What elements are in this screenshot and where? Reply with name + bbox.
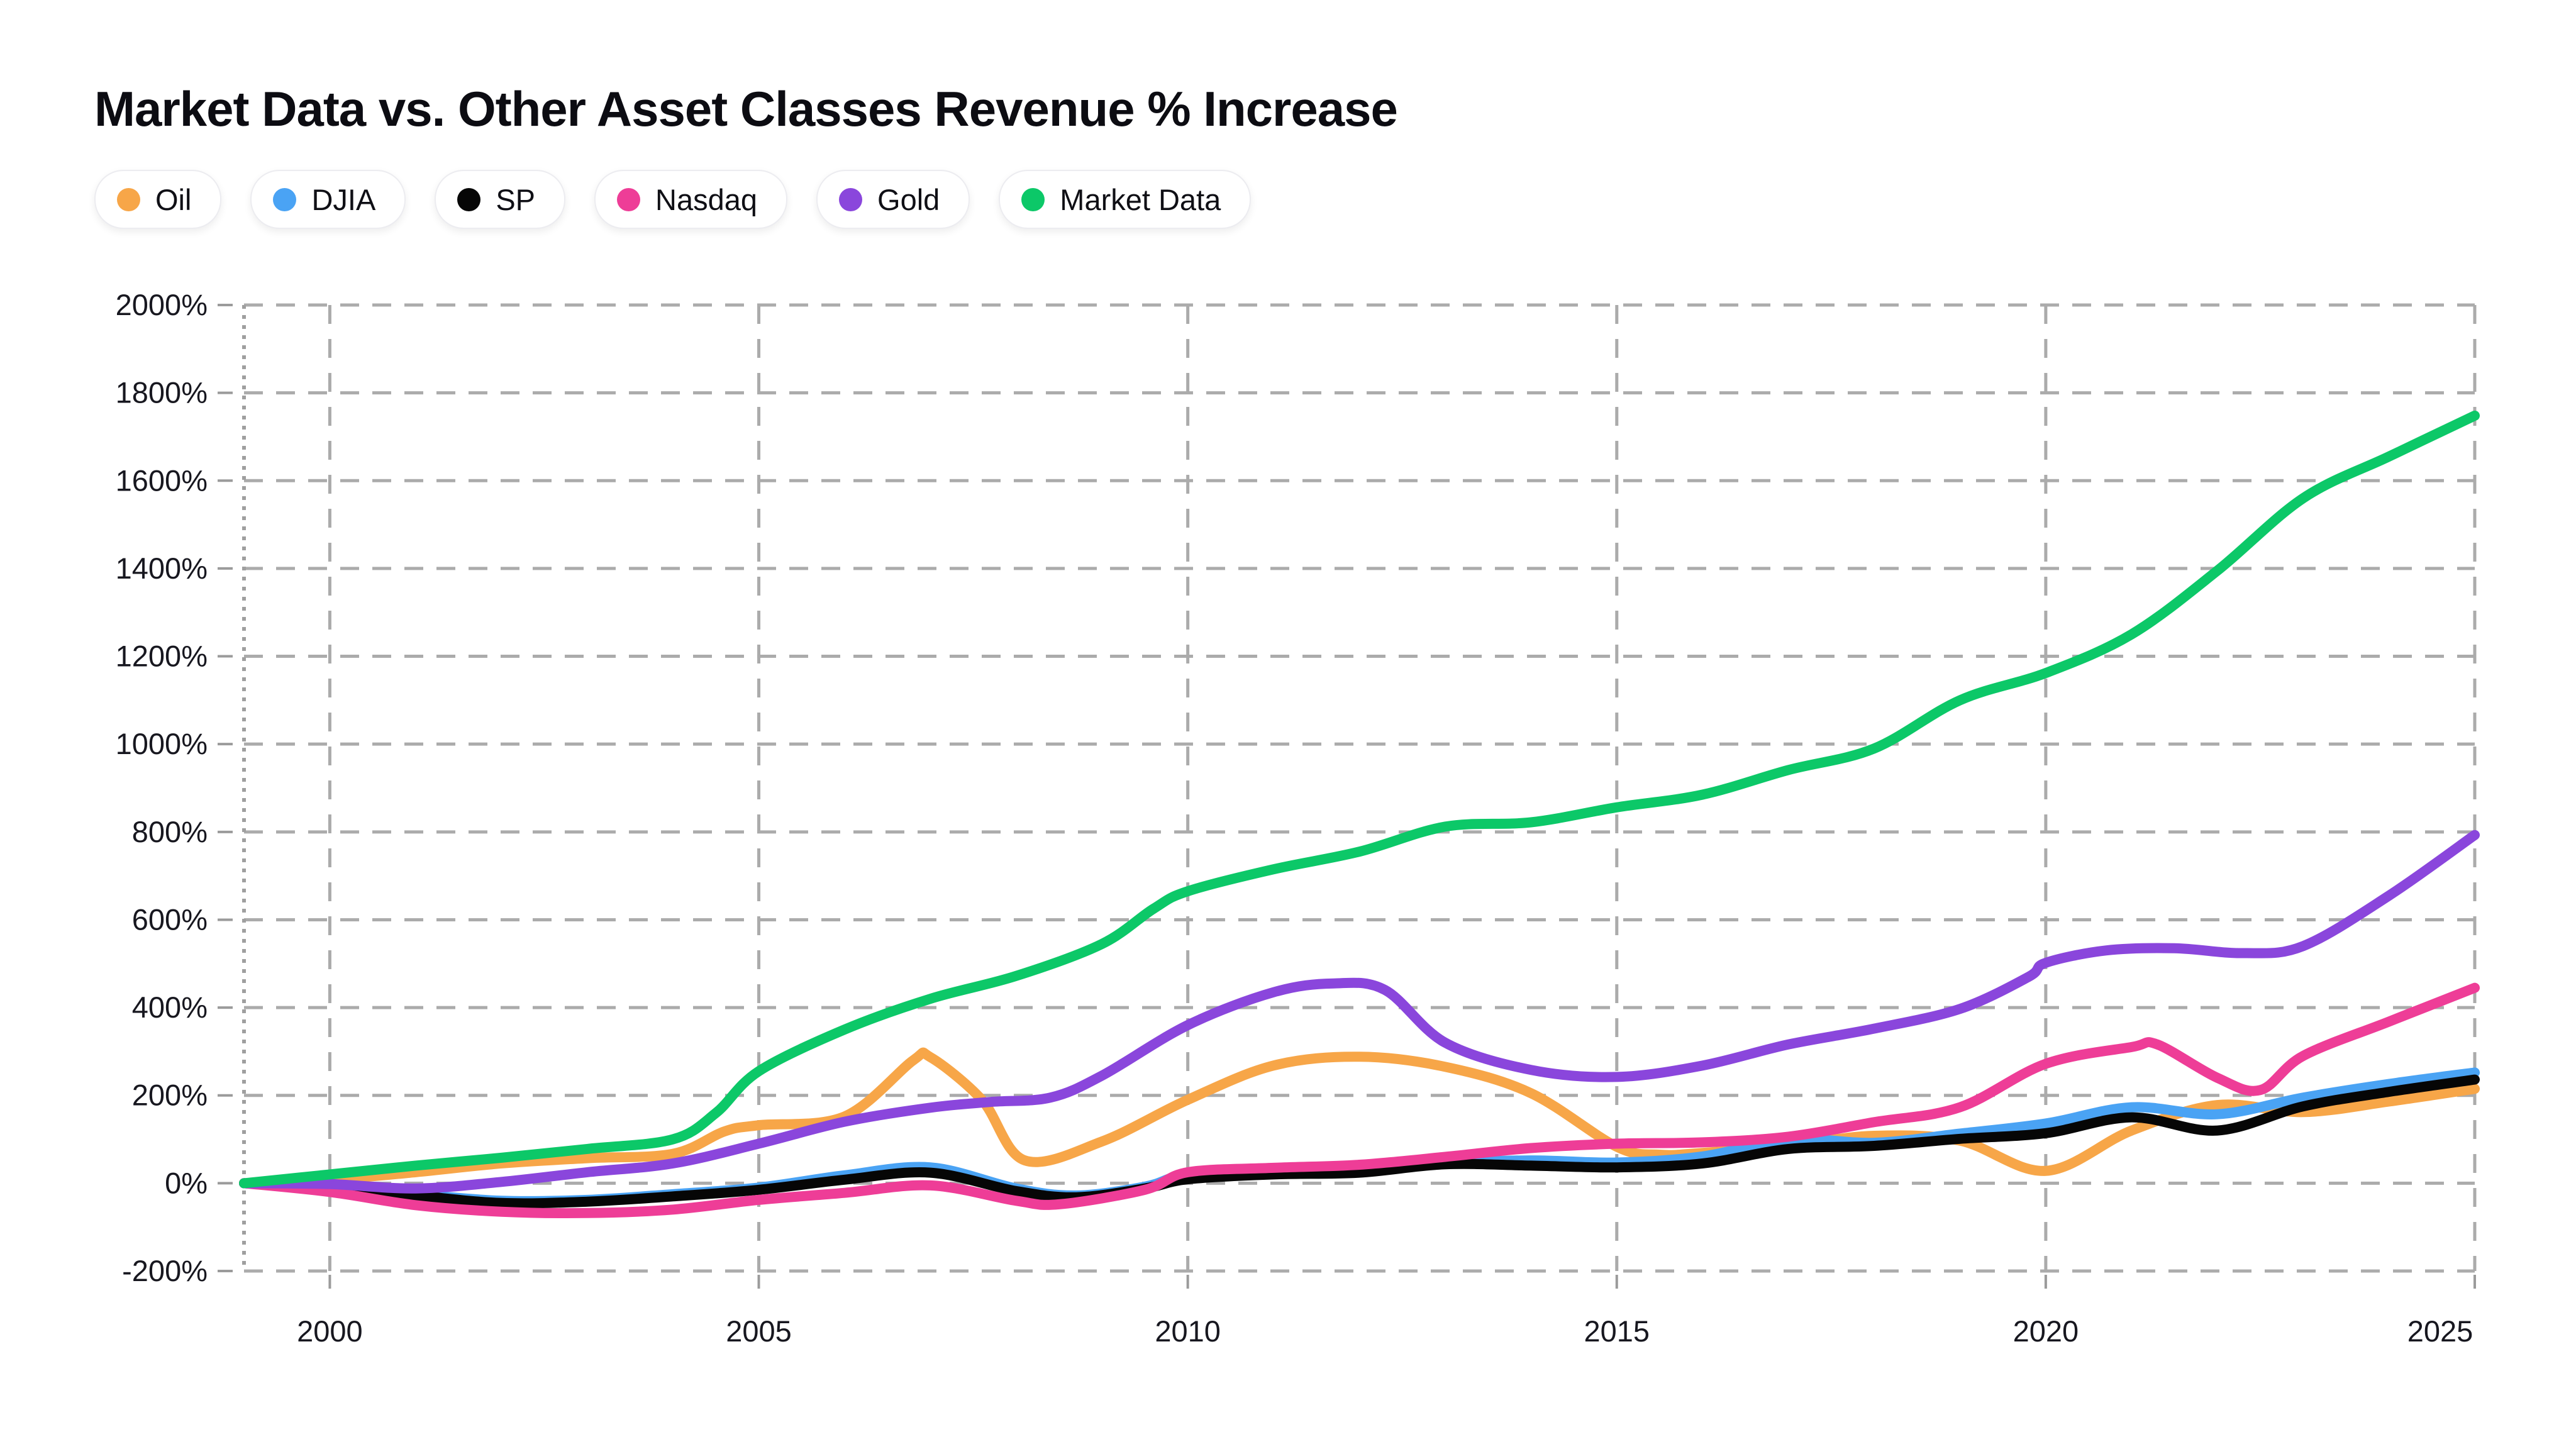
legend-series-dot-icon <box>273 187 297 211</box>
legend-series-label: Gold <box>877 182 940 216</box>
series-line-sp <box>239 1074 2480 1209</box>
page-title: Market Data vs. Other Asset Classes Reve… <box>94 81 1398 136</box>
y-axis-label: 1800% <box>116 376 208 409</box>
legend-series-label: DJIA <box>311 182 376 216</box>
legend-pill-nasdaq[interactable]: Nasdaq <box>594 170 788 229</box>
y-axis-label: 800% <box>132 815 208 848</box>
series-line-nasdaq <box>239 982 2480 1219</box>
legend-series-label: Oil <box>155 182 192 216</box>
legend-series-label: Nasdaq <box>655 182 758 216</box>
grid-layer <box>242 303 2477 1273</box>
x-axis-label: 2020 <box>2013 1314 2079 1348</box>
series-layer <box>239 410 2480 1219</box>
y-axis-label: 1600% <box>116 464 208 497</box>
legend-series-label: Market Data <box>1060 182 1221 216</box>
legend-pill-gold[interactable]: Gold <box>816 170 970 229</box>
y-axis-label: -200% <box>122 1254 208 1287</box>
x-axis-label: 2005 <box>726 1314 792 1348</box>
y-axis-label: 0% <box>165 1166 208 1199</box>
legend-series-dot-icon <box>1021 187 1045 211</box>
x-axis-label: 2015 <box>1584 1314 1650 1348</box>
y-axis-label: 2000% <box>116 288 208 321</box>
legend-pill-market-data[interactable]: Market Data <box>999 170 1252 229</box>
x-axis-label: 2000 <box>297 1314 363 1348</box>
legend-series-dot-icon <box>617 187 641 211</box>
legend-series-label: SP <box>496 182 536 216</box>
x-axis-label: 2010 <box>1155 1314 1221 1348</box>
y-axis-label: 200% <box>132 1079 208 1112</box>
legend-series-dot-icon <box>117 187 140 211</box>
series-line-gold <box>239 830 2480 1194</box>
y-axis-label: 1200% <box>116 640 208 673</box>
series-line-market-data <box>239 410 2480 1189</box>
legend-series-dot-icon <box>457 187 481 211</box>
legend-series-dot-icon <box>839 187 863 211</box>
y-axis-label: 1400% <box>116 552 208 585</box>
legend-pill-oil[interactable]: Oil <box>94 170 222 229</box>
y-axis-label: 600% <box>132 902 208 936</box>
legend: Oil DJIA SP Nasdaq Gold Market Data <box>94 170 1252 229</box>
x-axis-label: 2025 <box>2407 1314 2473 1348</box>
legend-pill-sp[interactable]: SP <box>435 170 566 229</box>
series-line-oil <box>239 1047 2480 1189</box>
axis-layer: -200% 0% 200% 400% 600% 800% 1000% 1200% 1400% 16… <box>116 288 2476 1348</box>
y-axis-label: 1000% <box>116 727 208 760</box>
y-axis-label: 400% <box>132 991 208 1024</box>
legend-pill-djia[interactable]: DJIA <box>250 170 406 229</box>
